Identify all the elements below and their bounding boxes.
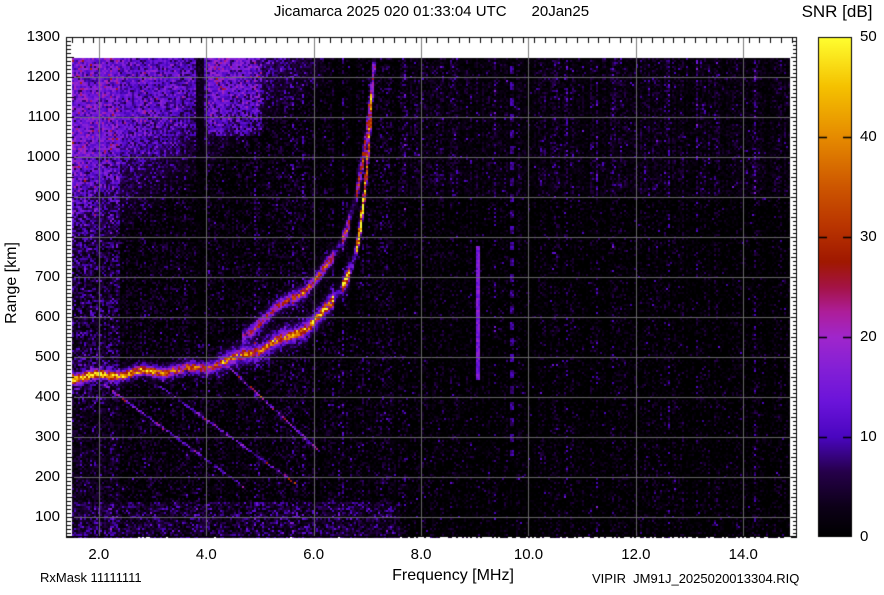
colorbar-tick-label: 20 [860, 328, 877, 345]
colorbar-tick-label: 30 [860, 228, 877, 245]
y-tick-label: 600 [34, 308, 60, 325]
colorbar-tick-label: 0 [860, 528, 869, 545]
y-tick-label: 900 [34, 188, 60, 205]
colorbar-tick-label: 10 [860, 428, 877, 445]
y-tick-label: 200 [34, 468, 60, 485]
colorbar-tick-label: 40 [860, 128, 877, 145]
x-tick-label: 14.0 [728, 546, 758, 563]
y-tick-label: 500 [34, 348, 60, 365]
x-tick-label: 4.0 [195, 546, 217, 563]
y-tick-label: 1100 [27, 108, 60, 125]
y-tick-label: 700 [34, 268, 60, 285]
colorbar-tick-label: 50 [860, 28, 877, 45]
x-axis-label: Frequency [MHz] [392, 567, 514, 584]
colorbar-title: SNR [dB] [801, 2, 873, 21]
x-tick-label: 6.0 [303, 546, 325, 563]
y-tick-label: 400 [34, 388, 60, 405]
y-tick-label: 100 [34, 508, 60, 525]
x-tick-label: 2.0 [88, 546, 110, 563]
figure-title: Jicamarca 2025 020 01:33:04 UTC 20Jan25 [273, 3, 590, 20]
x-tick-label: 8.0 [410, 546, 432, 563]
rx-mask-label: RxMask 11111111 [40, 570, 142, 585]
x-tick-label: 12.0 [621, 546, 651, 563]
y-tick-label: 800 [34, 228, 60, 245]
y-tick-label: 1300 [26, 28, 60, 45]
data-file-label: VIPIR JM91J_2025020013304.RIQ [592, 571, 800, 586]
y-tick-label: 1000 [26, 148, 60, 165]
x-tick-label: 10.0 [513, 546, 544, 563]
y-tick-label: 300 [34, 428, 60, 445]
y-tick-label: 1200 [26, 68, 60, 85]
